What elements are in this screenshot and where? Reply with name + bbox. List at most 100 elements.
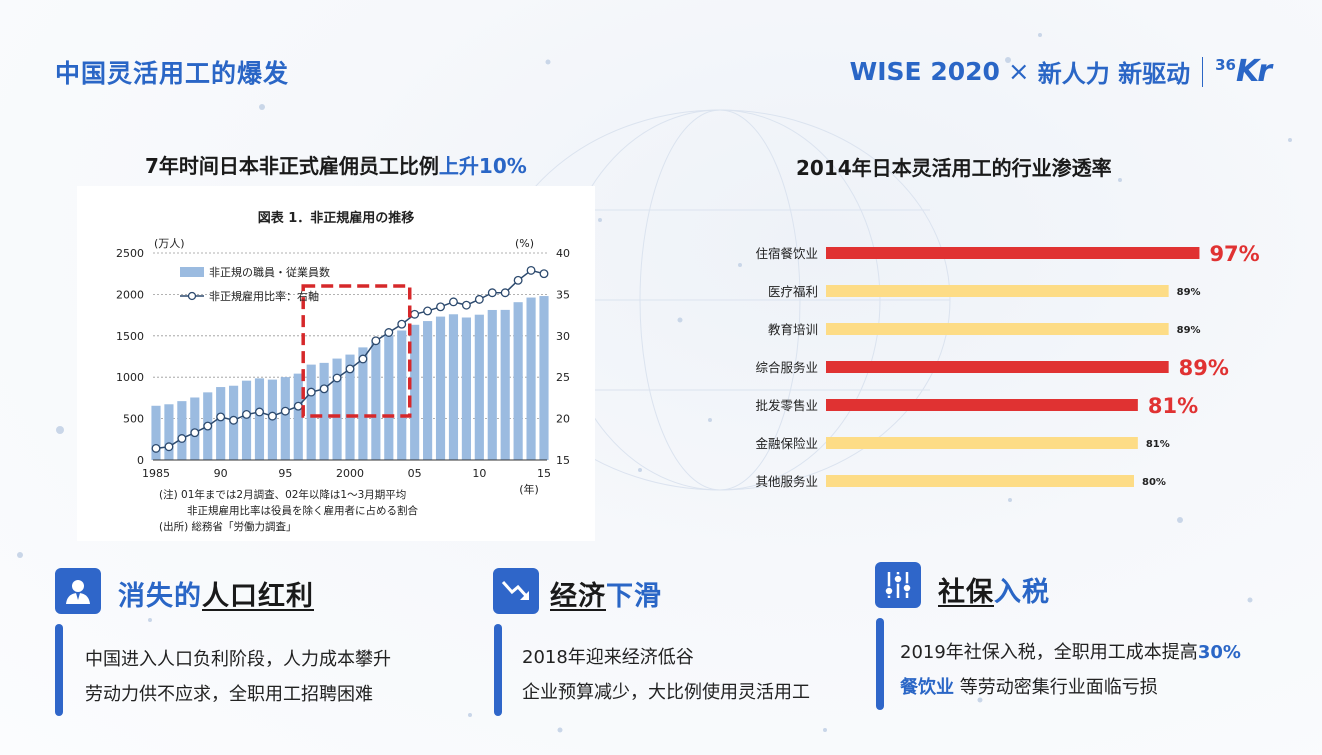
- ratio-point: [293, 401, 303, 411]
- value-label: 80%: [1142, 477, 1166, 488]
- right-section-title: 2014年日本灵活用工的行业渗透率: [796, 156, 1112, 180]
- left-title-highlight: 上升10%: [438, 154, 527, 178]
- employment-bar: [384, 335, 394, 460]
- ratio-point: [190, 428, 200, 438]
- employment-bar: [500, 309, 510, 460]
- employment-bar: [526, 297, 536, 460]
- ratio-point: [410, 309, 420, 319]
- ratio-point: [164, 442, 174, 452]
- penetration-chart: 住宿餐饮业 97% 医疗福利 89% 教育培训 89% 综合服务业 89% 批发零售业 81% 金融…: [755, 242, 1259, 489]
- category-label: 综合服务业: [755, 360, 818, 375]
- y-left-tick-label: 2000: [116, 288, 144, 301]
- y-right-tick-label: 20: [556, 413, 570, 426]
- 36kr-logo: 36 Kr: [1215, 54, 1272, 89]
- employment-bar: [319, 362, 329, 460]
- penetration-bar: [826, 361, 1169, 373]
- ratio-point: [319, 384, 329, 394]
- value-label: 89%: [1177, 325, 1201, 336]
- employment-bar: [435, 316, 446, 460]
- card-3-line-2: 餐饮业 等劳动密集行业面临亏损: [900, 677, 1158, 698]
- employment-bar: [177, 401, 187, 460]
- employment-bar: [397, 330, 407, 460]
- sliders-icon: [875, 562, 921, 608]
- category-label: 教育培训: [768, 322, 818, 337]
- x-tick-label: 1985: [142, 467, 170, 480]
- ratio-point: [203, 421, 213, 431]
- ratio-point: [151, 443, 161, 453]
- employment-bar: [539, 296, 549, 460]
- legend-line-marker: [187, 291, 197, 301]
- ratio-point: [371, 336, 381, 346]
- employment-bar: [332, 358, 342, 460]
- category-label: 医疗福利: [768, 284, 818, 299]
- employment-bar: [358, 347, 368, 460]
- brand-separator: [1202, 56, 1204, 87]
- card-1-accent-bar: [55, 624, 63, 716]
- employment-bar: [345, 354, 355, 460]
- legend-bar-label: 非正規の職員・従業員数: [209, 265, 330, 279]
- employment-bar: [487, 309, 497, 460]
- card-3-title: 社保入税: [938, 577, 1050, 608]
- y-right-tick-label: 25: [556, 371, 570, 384]
- value-label: 97%: [1209, 242, 1259, 266]
- y-left-tick-label: 2500: [116, 247, 144, 260]
- x-tick-label: 95: [278, 467, 292, 480]
- employment-bar: [513, 302, 523, 460]
- value-label: 89%: [1179, 356, 1229, 380]
- card-2-accent-bar: [494, 624, 502, 716]
- y-left-tick-label: 1500: [116, 330, 144, 343]
- y-left-tick-label: 500: [123, 413, 144, 426]
- x-unit-label: (年): [519, 482, 539, 496]
- ratio-point: [332, 373, 342, 383]
- employment-bar: [448, 314, 459, 460]
- brand-cross: ×: [1007, 56, 1030, 87]
- y-right-tick-label: 40: [556, 247, 570, 260]
- card-3-line-1: 2019年社保入税，全职用工成本提高30%: [900, 642, 1241, 663]
- penetration-bar: [826, 285, 1169, 297]
- employment-bar: [164, 404, 174, 460]
- ratio-point: [345, 364, 355, 374]
- ratio-point: [255, 407, 264, 417]
- employment-bar: [461, 317, 471, 460]
- left-section-title: 7年时间日本非正式雇佣员工比例上升10%: [145, 154, 527, 178]
- card-1-line-2: 劳动力供不应求，全职用工招聘困难: [85, 684, 373, 705]
- value-label: 81%: [1148, 394, 1198, 418]
- ratio-point: [267, 411, 277, 421]
- chart-source: (出所) 総務省「労働力調査」: [159, 520, 297, 533]
- x-tick-label: 10: [472, 467, 486, 480]
- ratio-point: [242, 410, 251, 419]
- penetration-bar: [826, 247, 1200, 259]
- x-tick-label: 2000: [336, 467, 364, 480]
- employment-bar: [216, 387, 226, 460]
- chart-note-2: 非正規雇用比率は役員を除く雇用者に占める割合: [187, 504, 418, 517]
- category-label: 批发零售业: [755, 398, 818, 413]
- employment-chart-panel: 図表 1．非正規雇用の推移 (万人) (%) 0 500 1000 1500 2000 2500…: [77, 186, 595, 541]
- employment-bar: [280, 377, 290, 460]
- employment-bar: [423, 321, 433, 460]
- y-left-tick-label: 1000: [116, 371, 144, 384]
- y-left-tick-label: 0: [137, 454, 144, 467]
- employment-bar: [151, 405, 161, 460]
- penetration-bar: [826, 475, 1134, 487]
- y-right-tick-label: 15: [556, 454, 570, 467]
- ratio-point: [280, 406, 290, 416]
- value-label: 89%: [1177, 287, 1201, 298]
- y-right-tick-label: 35: [556, 288, 570, 301]
- ratio-point: [449, 297, 458, 307]
- card-2-line-1: 2018年迎来经济低谷: [522, 647, 694, 668]
- employment-bar: [306, 364, 316, 460]
- employment-bar: [371, 339, 381, 460]
- employment-bar: [410, 324, 420, 460]
- ratio-point: [358, 354, 368, 364]
- employment-chart: 図表 1．非正規雇用の推移 (万人) (%) 0 500 1000 1500 2000 2500…: [116, 210, 570, 533]
- person-icon: [55, 568, 101, 614]
- ratio-point: [461, 300, 471, 310]
- ratio-point: [177, 434, 187, 443]
- y-right-tick-label: 30: [556, 330, 570, 343]
- legend-line-label: 非正規雇用比率：右軸: [209, 289, 319, 303]
- category-label: 金融保险业: [755, 436, 818, 451]
- ratio-point: [539, 269, 549, 279]
- penetration-bar: [826, 399, 1138, 411]
- ratio-point: [487, 288, 497, 298]
- x-tick-label: 15: [537, 467, 551, 480]
